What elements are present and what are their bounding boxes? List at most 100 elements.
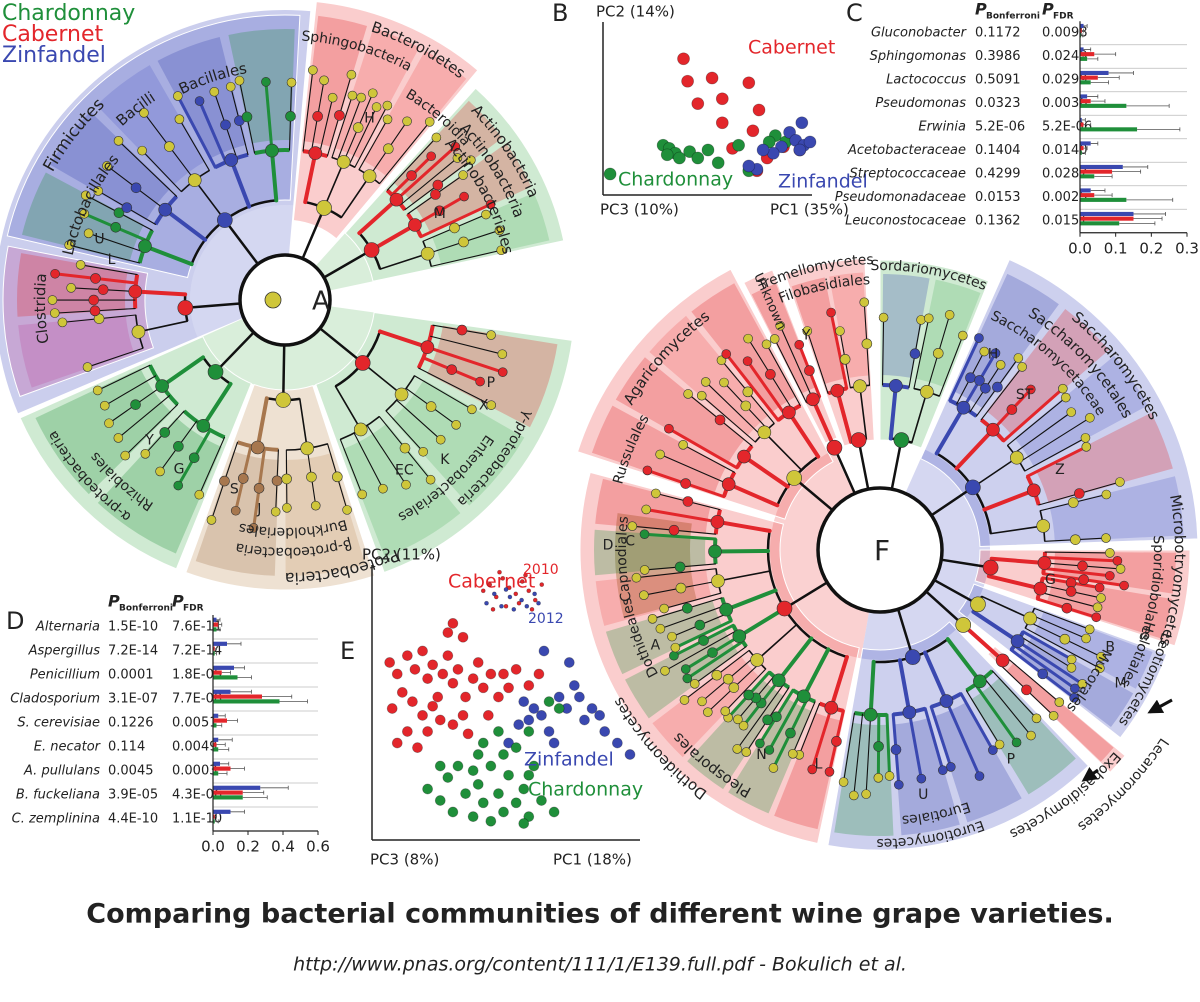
data-point [434, 795, 446, 806]
node [1027, 483, 1041, 498]
p-fdr: 0.0287 [1042, 167, 1088, 182]
error-bar [1094, 174, 1113, 179]
branch [783, 581, 829, 610]
node [711, 669, 723, 681]
branch [198, 436, 226, 496]
clade-sector [185, 383, 376, 591]
branch [801, 647, 831, 699]
error-bar [1090, 99, 1106, 104]
clade-family [1006, 663, 1114, 762]
node [980, 382, 991, 394]
node [270, 506, 281, 517]
node [674, 561, 686, 573]
bar [1080, 23, 1084, 28]
data-point [447, 719, 459, 730]
node [647, 613, 658, 624]
node [714, 414, 726, 426]
node [420, 340, 435, 354]
data-point [462, 728, 474, 740]
column-header-sub: FDR [183, 604, 204, 614]
node [207, 364, 224, 380]
node [92, 385, 103, 396]
data-point [384, 657, 395, 668]
row-name: Alternaria [35, 620, 100, 635]
node [481, 209, 491, 220]
branch [160, 355, 206, 389]
node [1036, 519, 1051, 533]
node [265, 143, 279, 158]
node [995, 653, 1010, 668]
panel-label: B [552, 0, 568, 27]
data-point [518, 783, 530, 795]
inset-label: 2010 [523, 562, 559, 578]
p-fdr: 0.0249 [1042, 49, 1088, 64]
error-bar [216, 723, 223, 728]
bar [213, 819, 215, 824]
branch [184, 302, 242, 310]
node [408, 218, 422, 232]
branch [418, 367, 492, 406]
node [394, 387, 409, 402]
node [1013, 353, 1024, 363]
error-bar [214, 814, 217, 819]
node [187, 173, 202, 188]
data-point [803, 135, 817, 149]
node [861, 789, 871, 799]
branch [982, 488, 1036, 512]
node-label: Z [1055, 462, 1065, 478]
node [698, 635, 709, 646]
branch [88, 232, 144, 253]
node [486, 400, 497, 410]
branch [644, 507, 719, 524]
branch [178, 118, 210, 172]
bar [213, 670, 222, 675]
branch [229, 157, 252, 209]
column-header: P [975, 0, 987, 19]
data-point [447, 618, 459, 629]
node [939, 694, 954, 708]
data-point [516, 600, 522, 606]
node-label: X [479, 398, 489, 414]
error-bar [1133, 216, 1163, 221]
row-name: C. zemplinina [12, 812, 100, 827]
branch [685, 639, 745, 680]
branch [318, 327, 364, 365]
branch [694, 646, 747, 685]
node [994, 739, 1005, 750]
clade-family [96, 65, 206, 186]
bar [1080, 127, 1138, 132]
panel-e: E PC2 (11%) PC3 (8%) PC1 (18%) Cabernet Zinfa… [340, 546, 643, 869]
row-name: Gluconobacter [871, 26, 968, 41]
error-bar [230, 689, 252, 694]
data-point [519, 579, 525, 584]
branch [991, 670, 1038, 719]
node [130, 399, 141, 410]
error-bar [214, 651, 217, 656]
node [853, 379, 867, 394]
node [217, 212, 233, 228]
error-bar [230, 766, 245, 771]
node [1037, 556, 1052, 570]
node [683, 389, 693, 399]
bar [213, 622, 219, 627]
clade-family [829, 272, 870, 378]
p-bonferroni: 0.5091 [975, 73, 1021, 88]
node [642, 465, 653, 476]
data-point [467, 765, 479, 776]
clade-sector [19, 335, 252, 570]
node [1066, 654, 1077, 665]
clade-family [728, 698, 812, 814]
data-point [775, 140, 788, 154]
error-bar [1126, 197, 1174, 202]
branch [386, 136, 437, 191]
row-name: Lactococcus [886, 73, 966, 88]
node [382, 100, 393, 111]
branch [80, 264, 138, 276]
data-point [526, 588, 532, 594]
error-bar [218, 747, 230, 752]
depth-axis-label: PC3 (10%) [600, 201, 679, 219]
data-point [752, 103, 766, 117]
node [79, 208, 90, 219]
branch [303, 151, 318, 205]
node [113, 433, 124, 443]
